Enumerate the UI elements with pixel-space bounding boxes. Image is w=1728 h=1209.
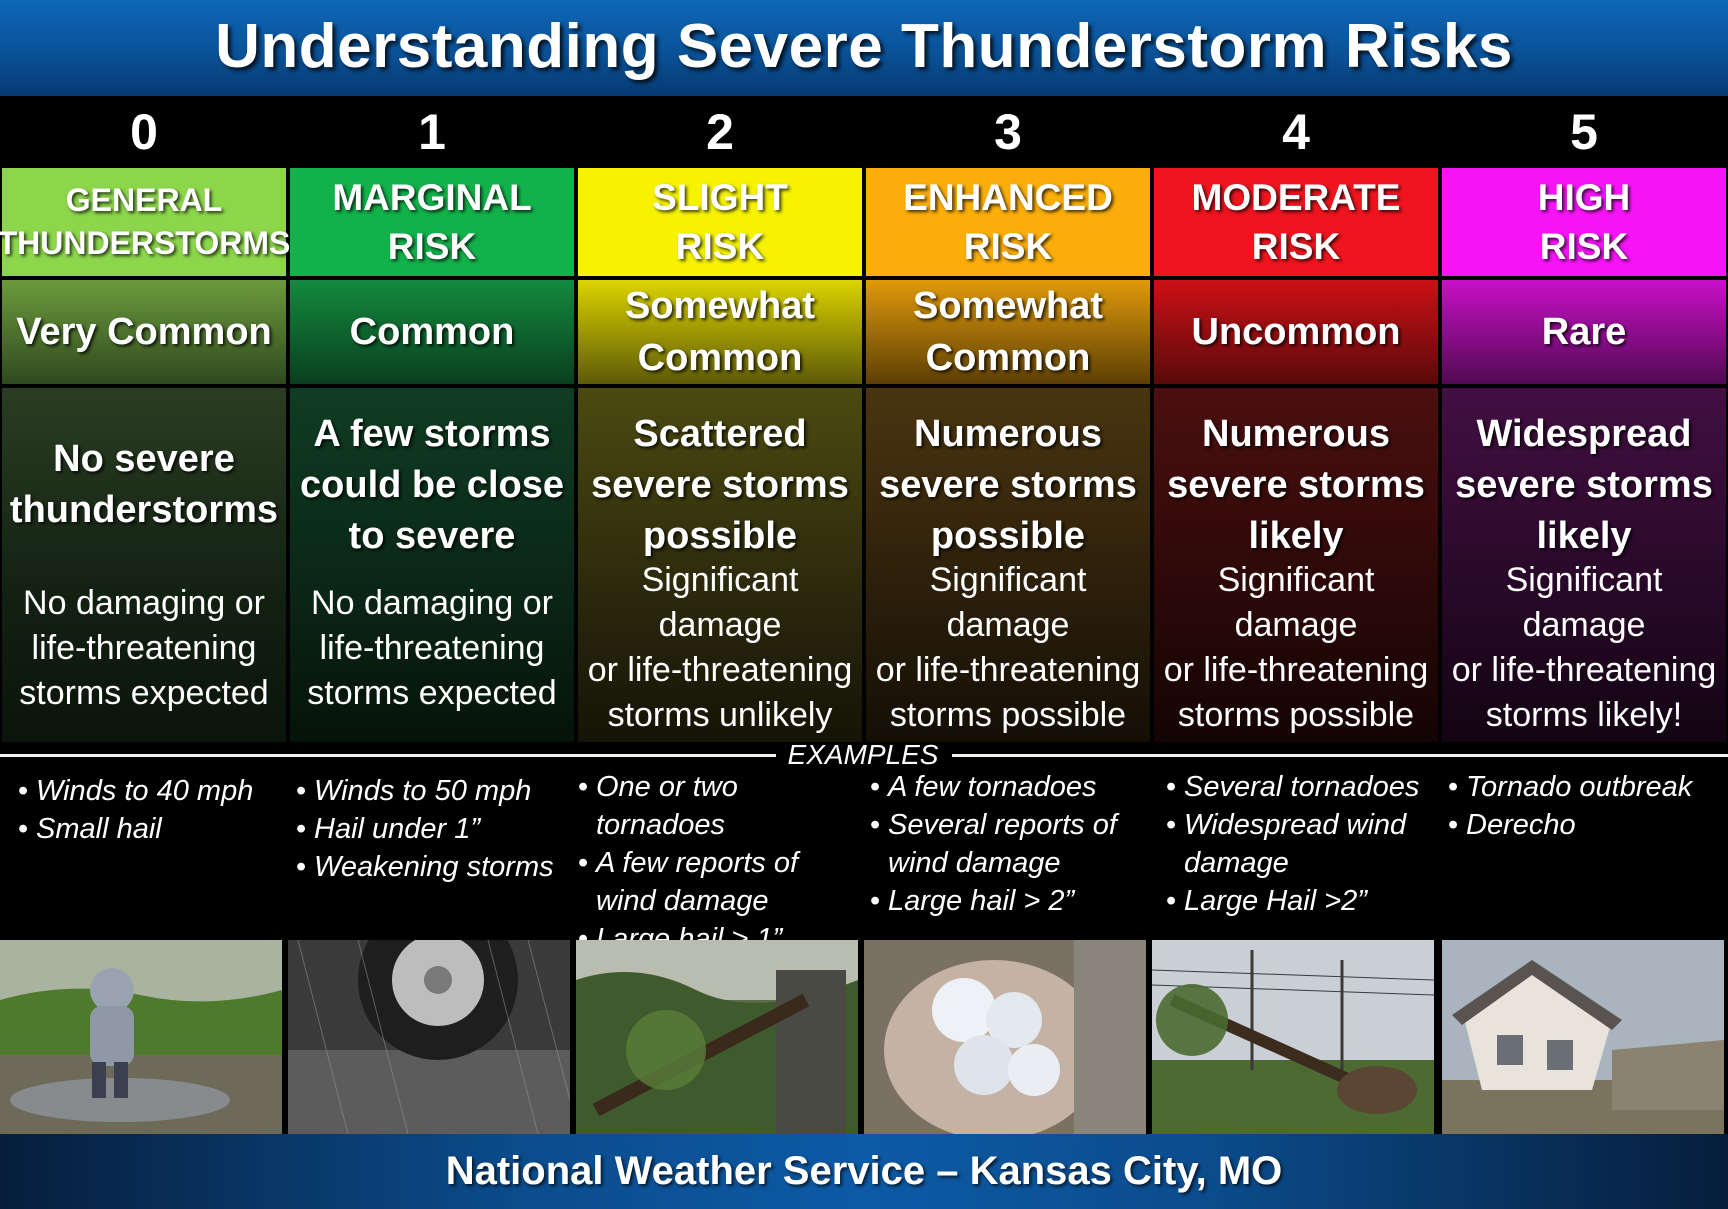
risk-impact: Significant damage or life-threatening s… <box>1163 561 1429 734</box>
examples-divider: EXAMPLES <box>0 739 1728 770</box>
risk-column-moderate: MODERATE RISK Uncommon Numerous severe s… <box>1154 168 1438 742</box>
photo-uprooted-tree-power-lines <box>1152 940 1434 1134</box>
frequency-label: Common <box>290 280 574 384</box>
risk-description: Scattered severe storms possible Signifi… <box>578 388 862 742</box>
risk-name: MODERATE RISK <box>1154 168 1438 276</box>
page-title: Understanding Severe Thunderstorm Risks <box>215 11 1513 81</box>
risk-name: ENHANCED RISK <box>866 168 1150 276</box>
frequency-label: Rare <box>1442 280 1726 384</box>
risk-headline: Numerous severe storms possible <box>879 412 1137 557</box>
examples-list-enhanced: A few tornadoes Several reports of wind … <box>870 768 1158 928</box>
level-number-4: 4 <box>1282 104 1310 160</box>
examples-list-marginal: Winds to 50 mph Hail under 1” Weakening … <box>296 772 584 932</box>
photo-hailstones <box>864 940 1146 1134</box>
example-item: A few tornadoes <box>870 768 1158 806</box>
title-bar: Understanding Severe Thunderstorm Risks <box>0 0 1728 96</box>
risk-description: A few storms could be close to severe No… <box>290 388 574 742</box>
frequency-label: Uncommon <box>1154 280 1438 384</box>
risk-headline: A few storms could be close to severe <box>300 412 564 557</box>
example-item: Hail under 1” <box>296 810 584 848</box>
footer-bar: National Weather Service – Kansas City, … <box>0 1134 1728 1209</box>
risk-name: HIGH RISK <box>1442 168 1726 276</box>
photo-destroyed-house <box>1442 940 1724 1134</box>
photo-tire-rain <box>288 940 570 1134</box>
risk-level-numbers: 0 1 2 3 4 5 <box>0 96 1728 168</box>
example-item: Tornado outbreak <box>1448 768 1728 806</box>
risk-name: SLIGHT RISK <box>578 168 862 276</box>
divider-line-left <box>0 754 776 757</box>
level-number-2: 2 <box>706 104 734 160</box>
risk-impact: No damaging or life-threatening storms e… <box>19 583 269 712</box>
risk-name: GENERAL THUNDERSTORMS <box>0 168 290 276</box>
footer-credit: National Weather Service – Kansas City, … <box>445 1149 1283 1193</box>
risk-column-high: HIGH RISK Rare Widespread severe storms … <box>1442 168 1726 742</box>
example-item: Several tornadoes <box>1166 768 1454 806</box>
level-number-1: 1 <box>418 104 446 160</box>
example-item: Small hail <box>18 810 306 848</box>
example-item: Widespread wind damage <box>1166 806 1454 882</box>
example-item: One or two tornadoes <box>578 768 866 844</box>
example-item: A few reports of wind damage <box>578 844 866 920</box>
risk-column-marginal: MARGINAL RISK Common A few storms could … <box>290 168 574 742</box>
examples-list-moderate: Several tornadoes Widespread wind damage… <box>1166 768 1454 928</box>
risk-column-slight: SLIGHT RISK Somewhat Common Scattered se… <box>578 168 862 742</box>
photo-fallen-tree <box>576 940 858 1134</box>
example-item: Large hail > 2” <box>870 882 1158 920</box>
example-item: Derecho <box>1448 806 1728 844</box>
risk-impact: Significant damage or life-threatening s… <box>587 561 853 734</box>
level-number-5: 5 <box>1570 104 1598 160</box>
photo-child-puddle <box>0 940 282 1134</box>
risk-headline: Numerous severe storms likely <box>1167 412 1425 557</box>
risk-impact: Significant damage or life-threatening s… <box>1451 561 1717 734</box>
risk-description: Widespread severe storms likely Signific… <box>1442 388 1726 742</box>
examples-list-general-thunderstorms: Winds to 40 mph Small hail <box>18 772 306 932</box>
examples-list-slight: One or two tornadoes A few reports of wi… <box>578 768 866 958</box>
risk-description: No severe thunderstorms No damaging or l… <box>2 388 286 742</box>
examples-label: EXAMPLES <box>787 739 939 770</box>
divider-line-right <box>952 754 1728 757</box>
example-item: Large Hail >2” <box>1166 882 1454 920</box>
risk-headline: Widespread severe storms likely <box>1455 412 1713 557</box>
risk-description: Numerous severe storms possible Signific… <box>866 388 1150 742</box>
risk-headline: Scattered severe storms possible <box>591 412 849 557</box>
risk-column-general-thunderstorms: GENERAL THUNDERSTORMS Very Common No sev… <box>0 168 290 742</box>
risk-description: Numerous severe storms likely Significan… <box>1154 388 1438 742</box>
frequency-label: Very Common <box>2 280 286 384</box>
risk-headline: No severe thunderstorms <box>9 438 279 531</box>
risk-impact: Significant damage or life-threatening s… <box>875 561 1141 734</box>
examples-list-high: Tornado outbreak Derecho <box>1448 768 1728 928</box>
level-number-3: 3 <box>994 104 1022 160</box>
risk-column-enhanced: ENHANCED RISK Somewhat Common Numerous s… <box>866 168 1150 742</box>
risk-name: MARGINAL RISK <box>290 168 574 276</box>
example-item: Several reports of wind damage <box>870 806 1158 882</box>
frequency-label: Somewhat Common <box>578 280 862 384</box>
example-item: Winds to 40 mph <box>18 772 306 810</box>
example-item: Winds to 50 mph <box>296 772 584 810</box>
level-number-0: 0 <box>130 104 158 160</box>
risk-impact: No damaging or life-threatening storms e… <box>307 583 557 712</box>
frequency-label: Somewhat Common <box>866 280 1150 384</box>
example-item: Weakening storms <box>296 848 584 886</box>
